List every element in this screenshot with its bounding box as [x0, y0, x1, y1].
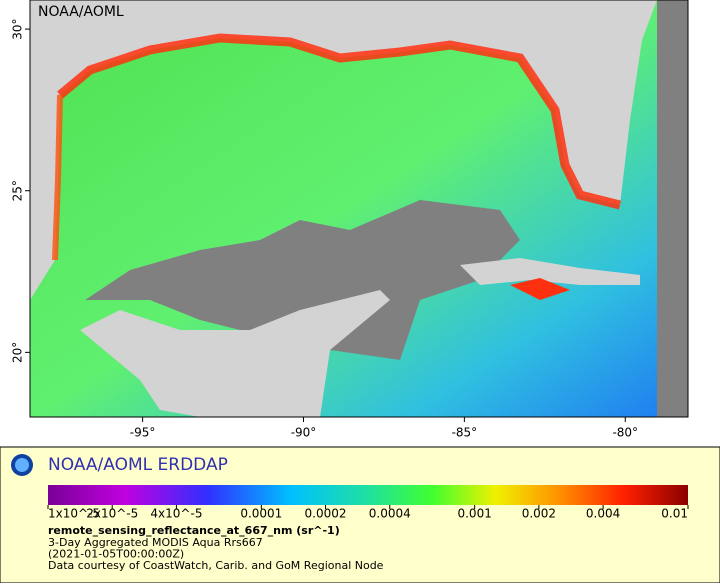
x-tick-label: -85° [452, 426, 478, 440]
colorbar-tick-label: 0.01 [661, 507, 688, 521]
colorbar [48, 485, 688, 505]
caption-line: (2021-01-05T00:00:00Z) [48, 548, 184, 561]
y-tick-label: 25° [11, 180, 25, 201]
colorbar-tick-label: 0.004 [586, 507, 620, 521]
colorbar-tick-label: 4x10^-5 [150, 507, 202, 521]
colorbar-tick-label: 0.0004 [369, 507, 411, 521]
x-tick-label: -80° [612, 426, 638, 440]
colorbar-tick-label: 1x10^-5 [48, 507, 100, 521]
colorbar-tick-label: 0.001 [457, 507, 491, 521]
map-image [30, 0, 688, 417]
y-tick-label: 20° [11, 342, 25, 363]
x-tick-label: -95° [130, 426, 156, 440]
variable-name: remote_sensing_reflectance_at_667_nm (sr… [48, 524, 340, 537]
legend-panel [0, 446, 720, 584]
noaa-logo-inner [15, 458, 29, 472]
map-label: NOAA/AOML [38, 4, 124, 20]
legend-title: NOAA/AOML ERDDAP [48, 455, 228, 475]
map-frame [29, 0, 689, 418]
y-tick-label: 30° [11, 18, 25, 39]
colorbar-tick-label: 0.002 [522, 507, 556, 521]
colorbar-tick-label: 2x10^-5 [86, 507, 138, 521]
caption-line: 3-Day Aggregated MODIS Aqua Rrs667 [48, 536, 263, 549]
colorbar-tick-label: 0.0001 [240, 507, 282, 521]
x-tick-label: -90° [291, 426, 317, 440]
colorbar-tick-label: 0.0002 [305, 507, 347, 521]
caption-line: Data courtesy of CoastWatch, Carib. and … [48, 559, 384, 572]
